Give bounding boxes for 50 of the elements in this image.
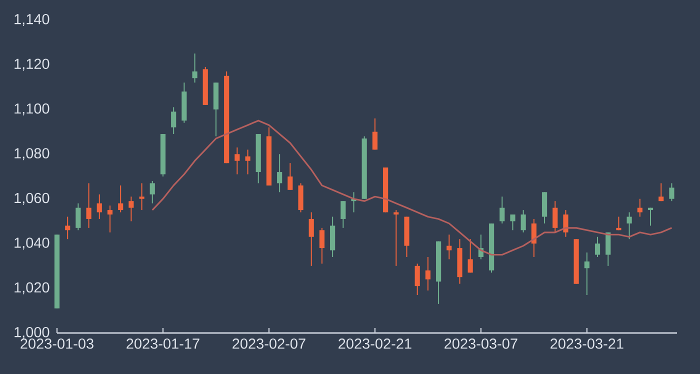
candlestick [510,214,516,231]
candlestick [584,252,590,296]
candlestick [425,256,430,292]
candlestick [107,205,113,233]
candlestick [118,184,124,213]
candlestick [606,232,611,266]
x-tick-label: 2023-02-21 [338,338,412,349]
candlestick [637,198,642,218]
candlestick [319,227,325,264]
candlestick [616,216,622,231]
candlestick [96,194,102,220]
candlestick [192,53,198,84]
y-tick-label: 1,120 [14,58,50,71]
candlestick [288,162,293,190]
candlestick [340,200,346,228]
y-tick-label: 1,020 [14,282,50,294]
candlestick [658,182,664,202]
x-tick-label: 2023-01-03 [20,338,94,349]
candlestick [245,149,250,175]
candlestick [563,210,568,238]
candlestick [139,182,144,211]
candlestick [468,238,473,274]
candlestick [446,234,452,260]
candlestick [86,182,92,228]
y-tick-label: 1,040 [14,238,50,250]
candlestick [500,196,505,224]
candlestick [76,202,81,231]
candlestick [128,196,134,222]
candlestick [150,180,155,204]
y-tick-label: 1,060 [14,192,50,205]
candlestick [234,146,240,175]
candlestick [65,216,70,240]
candlestick [520,210,526,233]
candlestick [308,212,314,266]
x-tick-label: 2023-03-07 [444,338,518,349]
y-tick-label: 1,140 [14,14,50,26]
candlestick [372,118,378,150]
candlestick [277,154,282,193]
x-tick-label: 2023-02-07 [232,338,306,349]
x-tick-label: 2023-01-17 [126,338,200,349]
y-tick-label: 1,000 [14,327,50,339]
candlestick [414,263,420,296]
candlestick [594,236,600,258]
candlestick [552,200,558,233]
x-tick-label: 2023-03-21 [550,338,624,349]
y-tick-label: 1,100 [14,103,50,116]
candlestick [669,182,674,202]
candlestick [171,106,176,135]
y-tick-label: 1,080 [14,148,50,160]
candlestick [626,212,632,240]
